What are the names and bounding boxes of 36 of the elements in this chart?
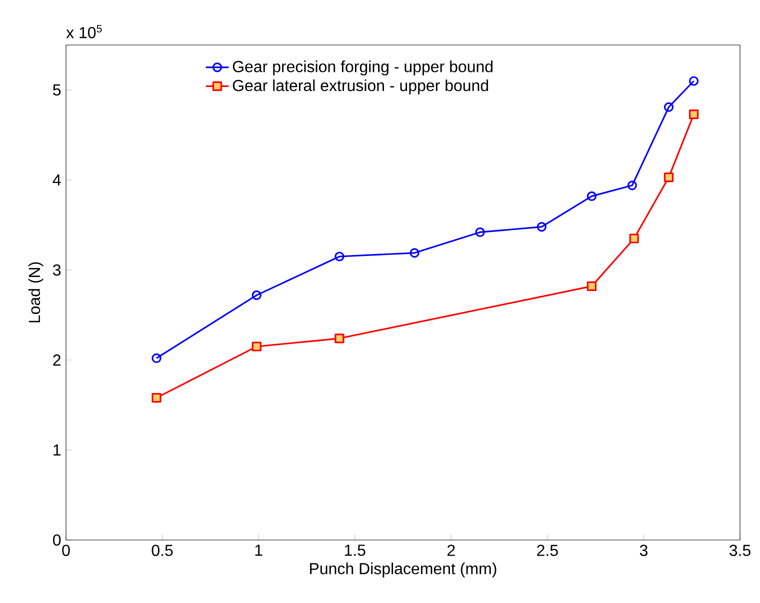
point	[627, 180, 637, 190]
x-tick-label: 3.5	[729, 544, 750, 556]
point	[475, 227, 485, 237]
y-tick-label: 1	[54, 444, 61, 456]
point	[586, 281, 597, 291]
x-tick-label: 2.5	[537, 544, 558, 556]
point	[688, 110, 699, 120]
point	[152, 353, 162, 363]
x-tick-label: 1	[255, 544, 262, 556]
point	[252, 342, 262, 352]
text: x 10$^{5}$	[66, 24, 102, 38]
x-tick-label: 0	[62, 544, 70, 556]
point	[688, 76, 699, 86]
x-tick-label: 1.5	[344, 544, 366, 556]
legend-label: Gear precision forging - upper bound	[232, 60, 493, 76]
point	[629, 234, 639, 244]
x-axis-title: Punch Displacement (mm)	[310, 562, 496, 578]
legend-label: Gear lateral extrusion - upper bound	[232, 79, 488, 94]
point	[334, 334, 344, 344]
y-tick-label: 4	[52, 174, 61, 186]
point	[410, 248, 420, 258]
y-tick-label: 2	[53, 354, 60, 366]
y-axis-title: Load (N)	[28, 262, 44, 322]
point	[664, 172, 674, 182]
point	[152, 393, 162, 403]
x-tick-label: 2	[447, 544, 455, 556]
point	[334, 252, 344, 262]
y-tick-label: 5	[53, 84, 61, 96]
point	[536, 222, 546, 232]
point	[664, 102, 674, 112]
point	[586, 191, 597, 201]
y-tick-label: 3	[52, 264, 61, 276]
x-tick-label: 0.5	[152, 544, 173, 556]
point	[252, 290, 262, 300]
x-tick-label: 3	[640, 544, 648, 556]
y-tick-label: 0	[53, 534, 61, 546]
